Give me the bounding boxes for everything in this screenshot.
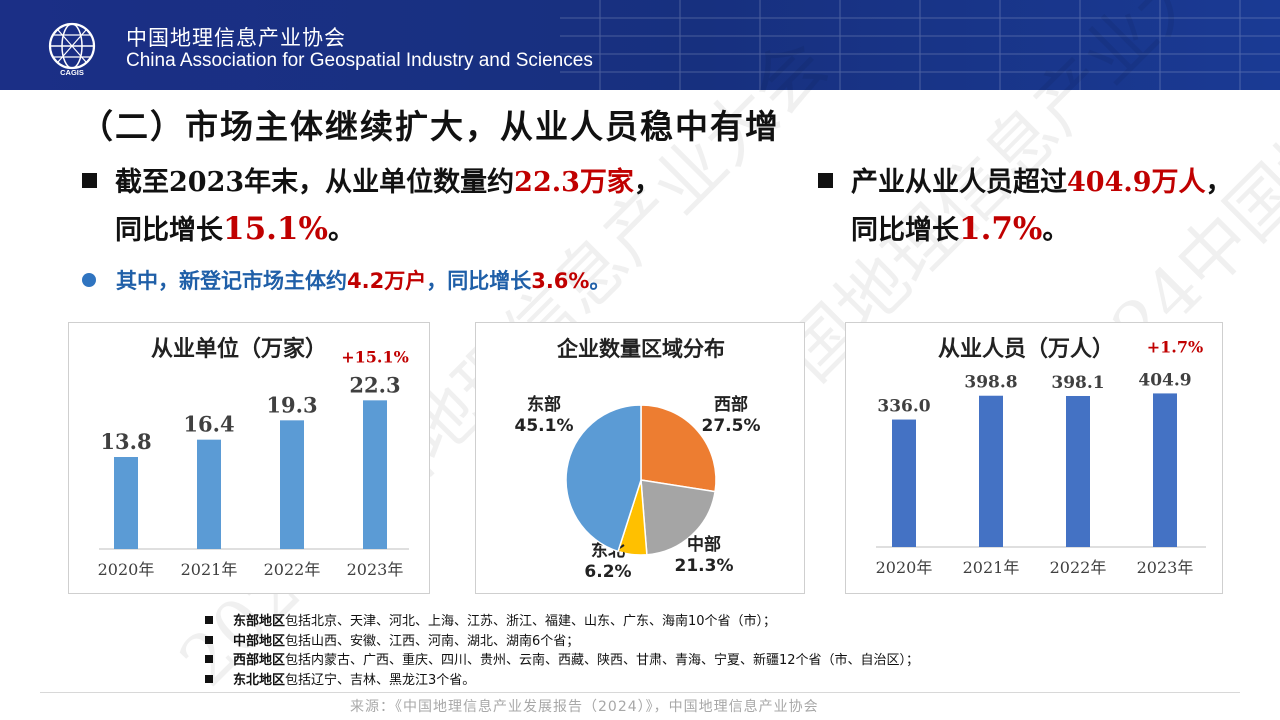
data-label: 16.4 [183,412,234,437]
x-tick-label: 2022年 [1050,558,1107,577]
source-divider [40,692,1240,693]
x-tick-label: 2023年 [1137,558,1194,577]
x-tick-label: 2022年 [264,560,321,579]
pie-label-central-name: 中部 [687,534,721,555]
square-bullet-icon [205,655,213,663]
bullet-staff-line2: 同比增长1.7%。 [851,211,1070,247]
bullet-units-line1: 截至2023年末，从业单位数量约22.3万家， [82,160,661,199]
header-band: CAGIS 中国地理信息产业协会 China Association for G… [0,0,1280,90]
note-row: 东北地区包括辽宁、吉林、黑龙江3个省。 [205,671,919,691]
source-citation: 来源：《中国地理信息产业发展报告（2024）》，中国地理信息产业协会 [350,699,819,715]
x-tick-label: 2021年 [963,558,1020,577]
org-name-cn: 中国地理信息产业协会 [126,26,346,50]
bar [892,419,916,547]
pie-label-west-name: 西部 [714,394,748,415]
chart-title: 企业数量区域分布 [556,337,725,361]
chart-panel-staff: 从业人员（万人） 336.0 2020年 398.8 2021年 398.1 2022年 40… [845,322,1223,594]
region-notes: 东部地区包括北京、天津、河北、上海、江苏、浙江、福建、山东、广东、海南10个省（… [205,612,919,690]
chart-title: 从业人员（万人） [938,337,1114,362]
bar [280,420,304,549]
data-label: 336.0 [877,397,930,417]
square-bullet-icon [205,616,213,624]
data-label: 398.8 [964,373,1017,393]
chart-panel-units: 从业单位（万家） 13.8 2020年 16.4 2021年 19.3 2022年 22.3 2… [68,322,430,594]
circle-bullet-icon [82,273,96,287]
pie-label-northeast-value: 6.2% [584,562,631,582]
bullet-staff-line1: 产业从业人员超过404.9万人， [818,160,1233,199]
pie-label-east-name: 东部 [527,394,561,415]
bar-chart-staff: 从业人员（万人） 336.0 2020年 398.8 2021年 398.1 2022年 40… [876,337,1206,577]
chart-title: 从业单位（万家） [151,336,327,362]
square-bullet-icon [205,674,213,683]
pie-label-central-value: 21.3% [675,556,734,576]
bar [1153,393,1177,547]
note-row: 东部地区包括北京、天津、河北、上海、江苏、浙江、福建、山东、广东、海南10个省（… [205,612,919,632]
square-bullet-icon [205,635,213,644]
org-name-en: China Association for Geospatial Industr… [126,50,593,71]
x-tick-label: 2021年 [181,560,238,579]
x-tick-label: 2023年 [347,560,404,579]
chart-panel-regions: 企业数量区域分布 西部 27.5% 中部 21.3% 东北 6.2% 东部 45.1% [475,322,805,594]
header-grid-decoration [560,0,1280,90]
data-label: 13.8 [100,429,151,454]
bar-chart-units: 从业单位（万家） 13.8 2020年 16.4 2021年 19.3 2022年 22.3 2… [98,336,409,579]
pie-label-west-value: 27.5% [702,416,761,436]
bar [363,400,387,549]
pie-slice [565,404,642,553]
square-bullet-icon [82,173,97,188]
x-tick-label: 2020年 [876,558,933,577]
data-label: 22.3 [349,372,400,397]
note-row: 西部地区包括内蒙古、广西、重庆、四川、贵州、云南、西藏、陕西、甘肃、青海、宁夏、… [205,651,919,671]
data-label: 404.9 [1138,370,1191,390]
pie-slice [640,479,716,556]
bullet-units-line2: 同比增长15.1%。 [115,211,355,247]
data-label: 19.3 [266,392,317,417]
bar [114,457,138,549]
growth-label: +1.7% [1147,337,1203,356]
svg-text:CAGIS: CAGIS [60,68,84,76]
growth-label: +15.1% [341,347,409,366]
cagis-logo-icon: CAGIS [48,22,96,76]
bar [197,439,221,549]
data-label: 398.1 [1051,373,1104,393]
note-row: 中部地区包括山西、安徽、江西、河南、湖北、湖南6个省； [205,632,919,652]
pie-slice [640,404,717,493]
sub-bullet-new-entities: 其中，新登记市场主体约4.2万户，同比增长3.6%。 [82,265,610,295]
square-bullet-icon [818,173,833,188]
bar [979,395,1003,547]
bar [1066,395,1090,547]
pie-label-east-value: 45.1% [515,416,574,436]
slide-title: （二）市场主体继续扩大，从业人员稳中有增 [80,107,780,146]
x-tick-label: 2020年 [98,560,155,579]
